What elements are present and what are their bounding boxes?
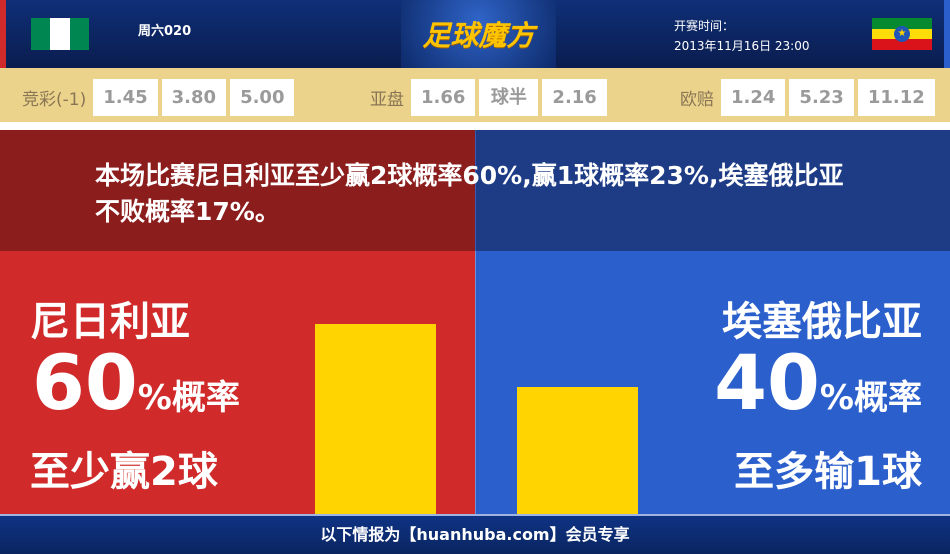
footer-members-link[interactable]: 以下情报为【huanhuba.com】会员专享 <box>0 514 950 554</box>
odds-value: 5.00 <box>230 79 295 116</box>
home-panel: 尼日利亚 60%概率 至少赢2球 <box>0 251 475 514</box>
odds-jingcai: 竞彩(-1) 1.45 3.80 5.00 <box>22 79 295 116</box>
odds-label: 欧赔 <box>680 90 714 110</box>
odds-value: 5.23 <box>789 79 854 116</box>
home-outcome: 至少赢2球 <box>30 449 218 495</box>
home-percent: 60 <box>32 338 138 427</box>
odds-value: 2.16 <box>542 79 607 116</box>
home-percent-suffix: %概率 <box>137 378 240 418</box>
away-probability-bar <box>517 387 638 514</box>
header: 周六020 足球魔方 开赛时间： 2013年11月16日 23:00 ★ <box>0 0 950 68</box>
headline: 本场比赛尼日利亚至少赢2球概率60%,赢1球概率23%,埃塞俄比亚不败概率17%… <box>95 161 844 226</box>
match-number: 周六020 <box>138 24 192 39</box>
ethiopia-flag-icon: ★ <box>872 18 932 51</box>
away-percent-line: 40%概率 <box>714 333 922 448</box>
odds-value: 球半 <box>479 79 539 116</box>
home-probability-bar <box>315 324 436 514</box>
odds-value: 1.66 <box>411 79 476 116</box>
away-panel: 埃塞俄比亚 40%概率 至多输1球 <box>475 251 950 514</box>
odds-oupei: 欧赔 1.24 5.23 11.12 <box>680 79 935 116</box>
odds-value: 1.45 <box>93 79 158 116</box>
headline-bg-away <box>475 130 950 251</box>
headline-bg-home <box>0 130 475 251</box>
away-percent-suffix: %概率 <box>819 378 922 418</box>
odds-value: 1.24 <box>721 79 786 116</box>
kickoff-label: 开赛时间： <box>674 19 735 33</box>
logo: 足球魔方 <box>401 0 556 68</box>
odds-label: 竞彩(-1) <box>22 90 87 110</box>
odds-value: 3.80 <box>161 79 227 116</box>
home-percent-line: 60%概率 <box>32 333 240 448</box>
kickoff-time: 2013年11月16日 23:00 <box>674 39 810 53</box>
away-outcome: 至多输1球 <box>734 449 922 495</box>
nigeria-flag-icon <box>31 18 89 50</box>
odds-label: 亚盘 <box>370 90 404 110</box>
home-team: 尼日利亚 <box>30 299 190 345</box>
odds-bar: 竞彩(-1) 1.45 3.80 5.00 亚盘 1.66 球半 2.16 欧赔… <box>0 68 950 126</box>
odds-yapan: 亚盘 1.66 球半 2.16 <box>370 79 607 116</box>
odds-value: 11.12 <box>857 79 935 116</box>
away-team: 埃塞俄比亚 <box>722 299 922 345</box>
away-percent: 40 <box>714 338 820 427</box>
